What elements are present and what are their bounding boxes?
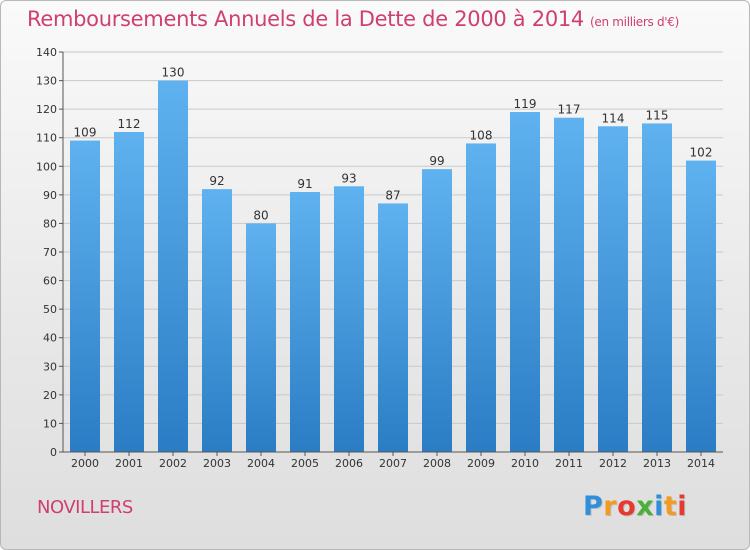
bar-value-label: 99 (429, 154, 444, 168)
bar-value-label: 112 (118, 117, 141, 131)
x-tick-label: 2004 (247, 457, 275, 470)
x-tick-label: 2006 (335, 457, 363, 470)
x-tick-label: 2005 (291, 457, 319, 470)
y-tick-label: 90 (43, 189, 57, 202)
chart-unit: (en milliers d'€) (590, 15, 680, 29)
logo-letter: t (663, 491, 678, 522)
bar (114, 132, 144, 452)
bar (510, 112, 540, 452)
logo-letter: i (654, 491, 664, 522)
y-tick-label: 60 (43, 275, 57, 288)
bar (70, 140, 100, 453)
x-tick-label: 2009 (467, 457, 495, 470)
bar-value-label: 119 (514, 97, 537, 111)
x-tick-label: 2013 (643, 457, 671, 470)
chart-title: Remboursements Annuels de la Dette de 20… (27, 7, 679, 31)
bar (422, 169, 452, 452)
y-tick-label: 0 (50, 446, 57, 459)
x-tick-label: 2012 (599, 457, 627, 470)
bar (466, 143, 496, 452)
logo-letter: x (636, 491, 655, 522)
y-tick-label: 10 (43, 417, 57, 430)
bar-value-label: 91 (297, 177, 312, 191)
x-tick-label: 2002 (159, 457, 187, 470)
y-tick-label: 50 (43, 303, 57, 316)
proxiti-logo: Proxiti (583, 491, 687, 522)
x-tick-label: 2003 (203, 457, 231, 470)
chart-title-text: Remboursements Annuels de la Dette de 20… (27, 7, 584, 31)
y-tick-label: 20 (43, 389, 57, 402)
bar-value-label: 117 (558, 103, 581, 117)
x-tick-label: 2001 (115, 457, 143, 470)
x-tick-label: 2008 (423, 457, 451, 470)
y-tick-label: 40 (43, 332, 57, 345)
bar (246, 223, 276, 452)
y-tick-label: 100 (36, 160, 57, 173)
bar (290, 192, 320, 452)
x-tick-label: 2014 (687, 457, 715, 470)
bar-value-label: 108 (470, 128, 493, 142)
y-tick-label: 130 (36, 75, 57, 88)
logo-letter: P (583, 491, 604, 522)
bar (334, 186, 364, 453)
bar-value-label: 93 (341, 171, 356, 185)
x-tick-label: 2000 (71, 457, 99, 470)
y-tick-label: 80 (43, 217, 57, 230)
bar-value-label: 130 (162, 66, 185, 80)
bar (378, 203, 408, 452)
bar-value-label: 102 (690, 146, 713, 160)
logo-letter: i (677, 491, 688, 522)
bar (202, 189, 232, 452)
bar-value-label: 115 (646, 108, 669, 122)
bar (642, 123, 672, 452)
bar-value-label: 87 (385, 188, 400, 202)
axes: 0 10 20 30 40 50 60 70 80 90 100 110 120 130 140 2000 20… (36, 46, 723, 470)
bars: 109 112 130 92 80 91 93 87 99 108 119 117 114 115 102 (70, 66, 716, 453)
logo-letter: r (603, 491, 618, 522)
bar-value-label: 80 (253, 208, 268, 222)
y-tick-label: 110 (36, 132, 57, 145)
bar (598, 126, 628, 453)
bar (686, 160, 716, 453)
commune-name: NOVILLERS (37, 497, 133, 518)
y-tick-label: 140 (36, 46, 57, 59)
bar (158, 80, 188, 453)
y-tick-label: 120 (36, 103, 57, 116)
bar (554, 117, 584, 452)
x-tick-label: 2007 (379, 457, 407, 470)
logo-letter: o (617, 491, 637, 522)
x-tick-label: 2010 (511, 457, 539, 470)
y-tick-label: 70 (43, 246, 57, 259)
x-tick-label: 2011 (555, 457, 583, 470)
y-tick-label: 30 (43, 360, 57, 373)
bar-value-label: 109 (74, 126, 97, 140)
bar-value-label: 114 (602, 111, 625, 125)
bar-value-label: 92 (209, 174, 224, 188)
